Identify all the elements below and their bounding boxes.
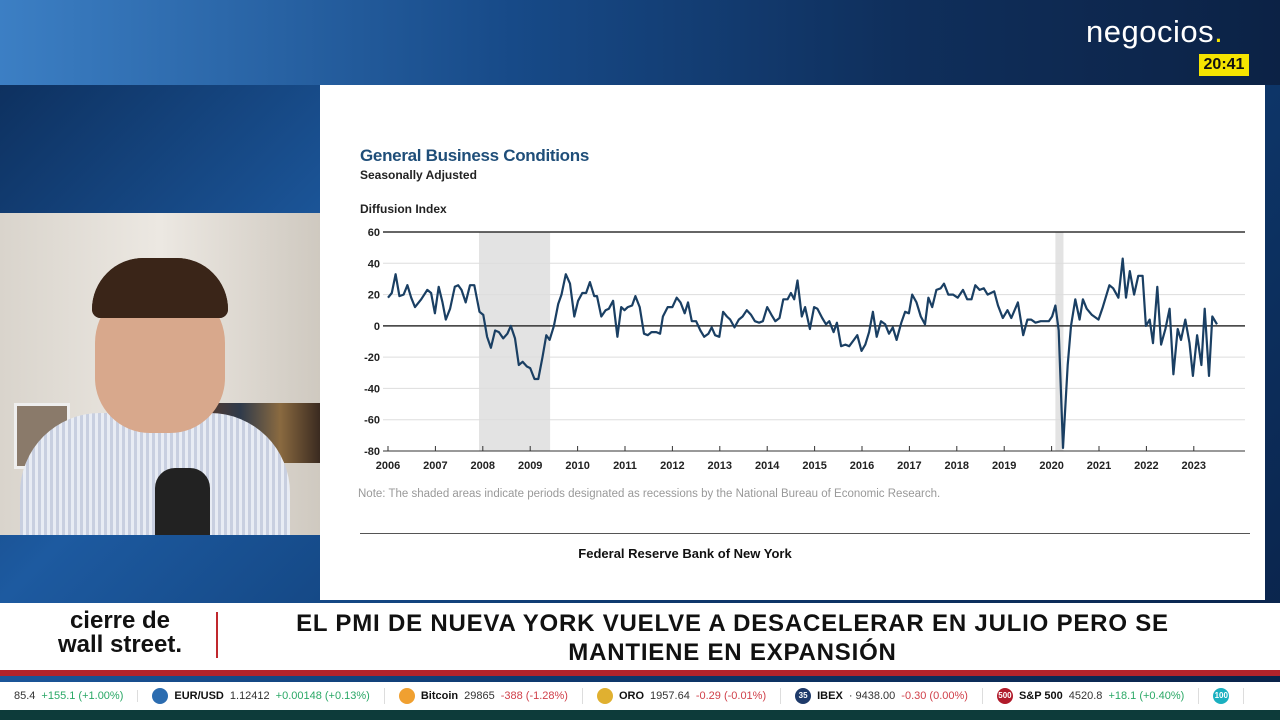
- x-tick-label: 2006: [376, 460, 400, 472]
- ibex-35-icon: 35: [795, 688, 812, 704]
- gold-icon: [596, 688, 613, 704]
- ticker-item: Bitcoin 29865 -388 (-1.28%): [385, 688, 583, 704]
- presenter-video: [0, 213, 320, 535]
- ticker-item: 85.4 +155.1 (+1.00%): [0, 690, 139, 702]
- ticker-item: 35 IBEX · 9438.00 -0.30 (0.00%): [781, 688, 983, 704]
- ticker-item: ORO 1957.64 -0.29 (-0.01%): [583, 688, 782, 704]
- y-tick-label: -60: [364, 415, 380, 427]
- separator: [216, 612, 218, 658]
- x-tick-label: 2016: [850, 460, 874, 472]
- bottom-strip: [0, 710, 1280, 720]
- chart-panel: [320, 85, 1265, 600]
- x-tick-label: 2010: [565, 460, 589, 472]
- x-tick-label: 2022: [1134, 460, 1158, 472]
- ticker-name: S&P 500: [1018, 690, 1063, 702]
- y-tick-label: -20: [364, 352, 380, 364]
- y-tick-label: -40: [364, 383, 380, 395]
- ticker-name: Bitcoin: [420, 690, 459, 702]
- y-tick-label: 20: [368, 290, 380, 302]
- ticker-price: 4520.8: [1068, 690, 1103, 702]
- x-tick-label: 2015: [802, 460, 826, 472]
- x-tick-label: 2021: [1087, 460, 1111, 472]
- series-line: [387, 257, 1218, 449]
- line-chart: 60 40 20 0 -20 -40 -60 -80 2006 2007 2008 2009 2010 2…: [364, 227, 1245, 472]
- ticker-price: · 9438.00: [848, 690, 896, 702]
- background-city-image: [0, 0, 1280, 85]
- ticker-item: EUR/USD 1.12412 +0.00148 (+0.13%): [138, 688, 385, 704]
- x-tick-label: 2018: [945, 460, 969, 472]
- y-axis-label: Diffusion Index: [360, 202, 447, 216]
- ticker-price: 1.12412: [229, 690, 270, 702]
- sp500-icon: 500: [996, 688, 1013, 704]
- euro-flag-icon: [152, 688, 169, 704]
- ticker-item: 500 S&P 500 4520.8 +18.1 (+0.40%): [983, 688, 1200, 704]
- microphone: [155, 468, 210, 535]
- show-name: cierre de wall street.: [57, 607, 183, 658]
- market-ticker: 85.4 +155.1 (+1.00%) EUR/USD 1.12412 +0.0014…: [0, 682, 1280, 710]
- x-tick-label: 2007: [423, 460, 447, 472]
- ticker-change: -0.30 (0.00%): [901, 690, 968, 702]
- x-tick-label: 2008: [471, 460, 495, 472]
- bitcoin-icon: [398, 688, 415, 704]
- ticker-price: 85.4: [14, 690, 36, 702]
- headline: EL PMI DE NUEVA YORK VUELVE A DESACELERA…: [296, 610, 1169, 666]
- y-tick-label: 60: [368, 227, 380, 239]
- y-tick-label: 0: [374, 321, 380, 333]
- ticker-change: +18.1 (+0.40%): [1108, 690, 1185, 702]
- y-tick-label: 40: [368, 258, 380, 270]
- x-tick-label: 2023: [1182, 460, 1206, 472]
- nasdaq-100-icon: 100: [1213, 688, 1230, 704]
- ticker-name: EUR/USD: [174, 690, 224, 702]
- y-tick-label: -80: [364, 446, 380, 458]
- presenter-hair-top: [92, 258, 228, 318]
- divider: [360, 533, 1250, 534]
- x-tick-label: 2014: [755, 460, 780, 472]
- ticker-change: +0.00148 (+0.13%): [275, 690, 370, 702]
- red-bar: [0, 670, 1280, 676]
- x-tick-label: 2012: [660, 460, 684, 472]
- lower-third: [0, 603, 1280, 670]
- ticker-price: 29865: [464, 690, 495, 702]
- chart-subtitle: Seasonally Adjusted: [360, 168, 477, 182]
- clock: 20:41: [1199, 54, 1249, 76]
- negocios-logo: negocios.: [1086, 14, 1224, 49]
- chart-title: General Business Conditions: [360, 146, 590, 165]
- x-tick-label: 2011: [613, 460, 637, 472]
- ticker-change: -0.29 (-0.01%): [695, 690, 767, 702]
- ticker-name: IBEX: [817, 690, 843, 702]
- x-tick-label: 2017: [897, 460, 921, 472]
- ticker-item: 100: [1199, 688, 1245, 704]
- x-tick-label: 2013: [708, 460, 732, 472]
- ticker-change: -388 (-1.28%): [500, 690, 568, 702]
- x-tick-label: 2020: [1039, 460, 1063, 472]
- chart-note: Note: The shaded areas indicate periods …: [358, 488, 941, 500]
- ticker-name: ORO: [618, 690, 645, 702]
- chart-source: Federal Reserve Bank of New York: [578, 546, 792, 561]
- ticker-price: 1957.64: [650, 690, 690, 702]
- x-tick-label: 2019: [992, 460, 1016, 472]
- x-tick-label: 2009: [518, 460, 542, 472]
- ticker-change: +155.1 (+1.00%): [41, 690, 124, 702]
